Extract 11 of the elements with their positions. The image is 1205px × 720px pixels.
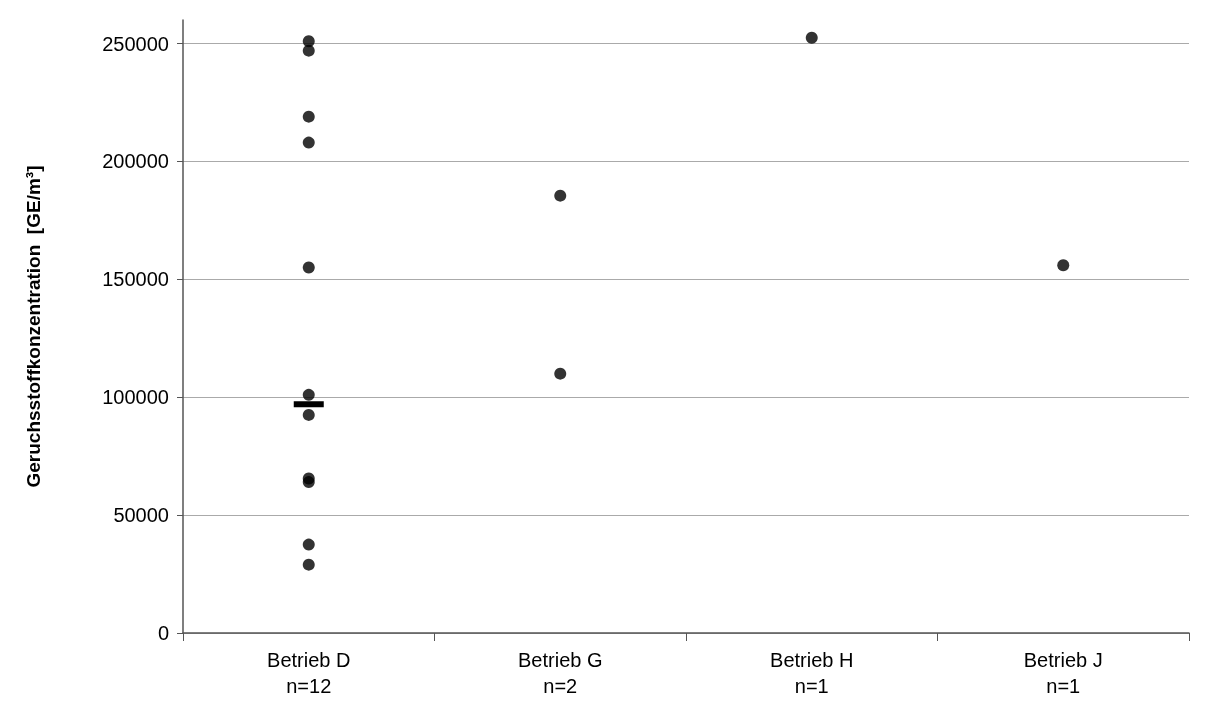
y-tick-label: 250000 xyxy=(102,32,169,55)
y-tick-label: 200000 xyxy=(102,150,169,173)
x-tick-label: Betrieb J n=1 xyxy=(1023,649,1103,697)
x-tick-label: Betrieb H n=1 xyxy=(770,649,854,697)
x-tick-label: Betrieb G n=2 xyxy=(518,649,603,697)
y-axis-title: Geruchsstoffkonzentration [GE/m³] xyxy=(23,165,44,488)
y-tick-label: 0 xyxy=(157,622,169,644)
y-tick-label: 50000 xyxy=(113,504,169,527)
y-tick-label: 100000 xyxy=(102,386,169,409)
y-tick-label: 150000 xyxy=(102,268,169,291)
x-tick-label: Betrieb D n=12 xyxy=(267,649,351,697)
